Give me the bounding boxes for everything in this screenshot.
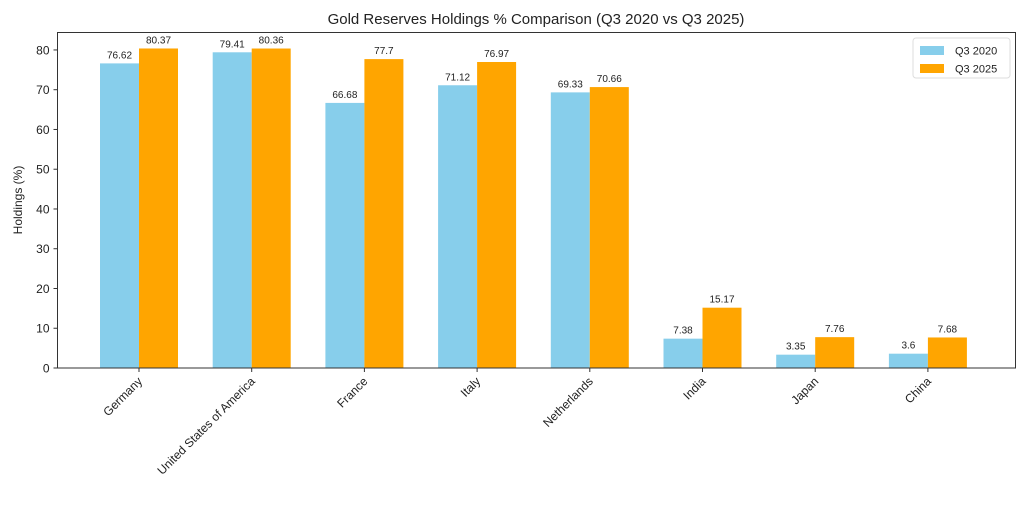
bar-q3-2025: [364, 59, 404, 369]
y-tick-label: 0: [43, 362, 50, 376]
y-tick-label: 80: [36, 43, 50, 57]
x-tick-label: Italy: [458, 374, 483, 399]
data-label: 3.35: [786, 342, 806, 353]
bar-q3-2020: [663, 338, 703, 368]
x-tick-label: United States of America: [155, 374, 259, 478]
data-label: 71.12: [445, 72, 470, 83]
y-tick-label: 50: [36, 163, 50, 177]
x-tick-label: Netherlands: [540, 374, 596, 430]
data-label: 80.36: [259, 36, 284, 47]
bar-q3-2020: [100, 63, 139, 369]
data-label: 7.38: [673, 326, 693, 337]
legend-swatch: [920, 46, 944, 55]
x-tick-label: Germany: [100, 374, 145, 419]
bar-q3-2020: [776, 354, 816, 368]
bar-q3-2020: [550, 92, 590, 368]
y-tick-label: 60: [36, 123, 50, 137]
legend: Q3 2020 Q3 2025: [912, 37, 1011, 79]
bar-q3-2025: [139, 48, 178, 368]
data-label: 76.62: [107, 50, 132, 61]
data-label: 66.68: [332, 90, 357, 101]
data-label: 76.97: [484, 49, 509, 60]
bar-q3-2025: [251, 48, 291, 368]
legend-label: Q3 2020: [955, 46, 997, 58]
x-tick-label: Japan: [788, 374, 821, 407]
bar-q3-2020: [438, 85, 478, 368]
data-label: 15.17: [709, 295, 734, 306]
data-label: 79.41: [220, 39, 245, 50]
bar-q3-2025: [815, 337, 855, 368]
legend-swatch: [920, 64, 944, 73]
chart-title: Gold Reserves Holdings % Comparison (Q3 …: [328, 11, 745, 28]
y-tick-label: 10: [36, 322, 50, 336]
bar-q3-2025: [589, 87, 629, 369]
bar-q3-2020: [212, 52, 252, 369]
legend-label: Q3 2025: [955, 64, 997, 76]
y-tick-label: 70: [36, 83, 50, 97]
data-label: 7.68: [938, 324, 958, 335]
bar-q3-2020: [888, 353, 928, 368]
y-tick-label: 40: [36, 202, 50, 216]
x-tick-label: India: [680, 374, 709, 403]
data-label: 3.6: [901, 341, 915, 352]
x-tick-label: China: [902, 374, 934, 406]
data-label: 69.33: [558, 79, 583, 90]
bar-q3-2025: [927, 337, 967, 368]
plot-frame: [57, 32, 1016, 369]
x-tick-label: France: [334, 374, 371, 411]
data-label: 77.7: [374, 46, 394, 57]
data-label: 80.37: [146, 35, 171, 46]
data-label: 7.76: [825, 324, 845, 335]
data-label: 70.66: [597, 74, 622, 85]
y-axis-label: Holdings (%): [11, 166, 25, 235]
bar-q3-2020: [325, 102, 365, 369]
bar-q3-2025: [702, 307, 742, 368]
bar-q3-2025: [477, 61, 517, 369]
y-tick-label: 30: [36, 242, 50, 256]
y-tick-label: 20: [36, 282, 50, 296]
